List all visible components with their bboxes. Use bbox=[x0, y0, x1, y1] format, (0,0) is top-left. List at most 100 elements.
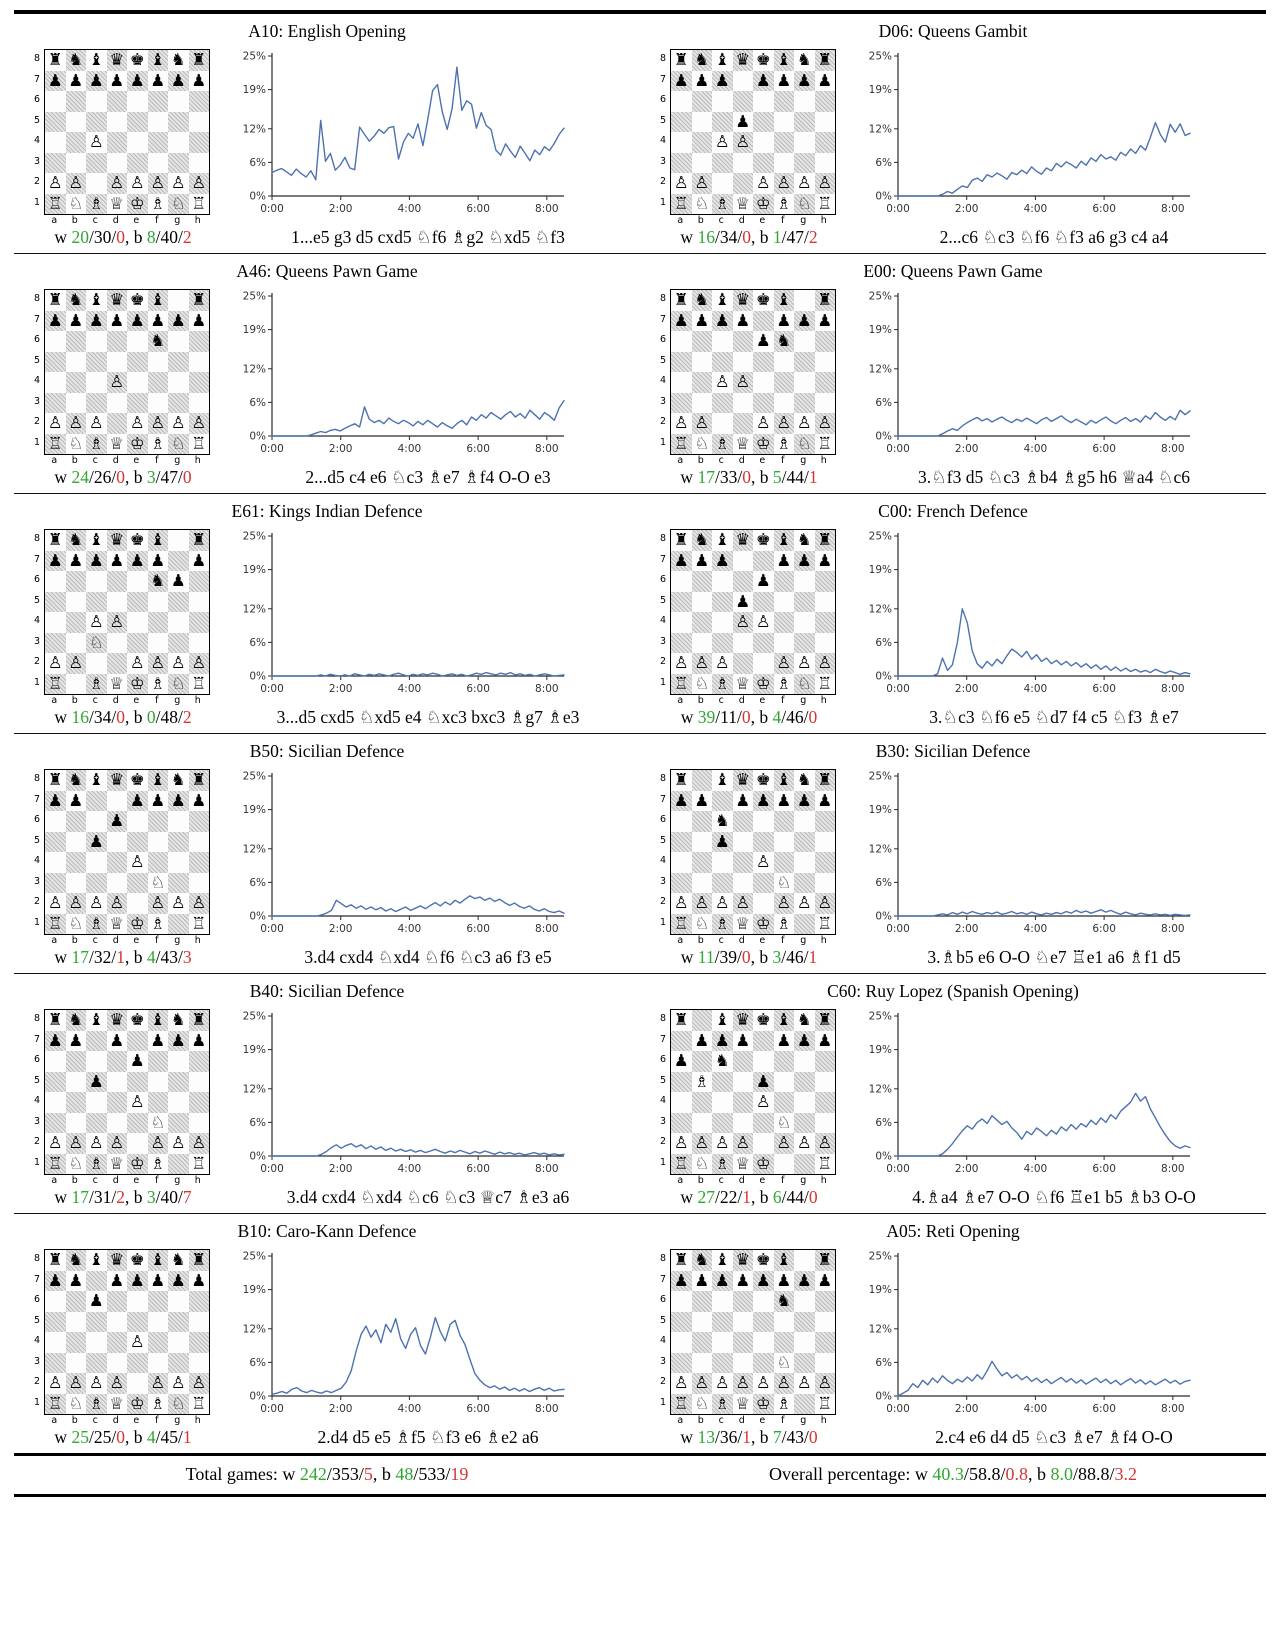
y-tick-label: 12% bbox=[869, 843, 892, 855]
chess-piece: ♝ bbox=[712, 50, 733, 71]
percentage-line bbox=[271, 671, 565, 677]
panel-captions: w 17/33/0, b 5/44/1 3.♘f3 d5 ♘c3 ♗b4 ♗g5 … bbox=[640, 467, 1266, 488]
separator: / bbox=[155, 707, 161, 727]
chess-piece: ♗ bbox=[773, 433, 794, 454]
chess-piece: ♞ bbox=[65, 50, 86, 71]
chess-piece: ♝ bbox=[86, 530, 107, 551]
opening-row: B40: Sicilian Defence 8 7 6 5 4 3 2 1 ♜ ♞ ♝ ♛ ♚ ♝ ♞ ♜ ♟ ♟ ♟… bbox=[14, 974, 1266, 1214]
rank-label: 7 bbox=[659, 793, 667, 805]
board-square bbox=[773, 1051, 794, 1072]
board-square bbox=[753, 591, 774, 612]
board-square bbox=[753, 351, 774, 372]
x-tick-label: 2:00 bbox=[329, 1163, 353, 1175]
x-tick-label: 0:00 bbox=[260, 1403, 284, 1415]
chess-piece: ♜ bbox=[671, 530, 692, 551]
black-draws: 45 bbox=[160, 1427, 178, 1447]
board-square bbox=[168, 392, 189, 413]
white-draws: 353 bbox=[331, 1464, 359, 1484]
chess-piece: ♙ bbox=[691, 1373, 712, 1394]
board-square bbox=[106, 331, 127, 352]
chess-piece: ♟ bbox=[188, 550, 209, 571]
chess-piece: ♕ bbox=[732, 1153, 753, 1174]
rank-label: 4 bbox=[659, 855, 667, 866]
chess-piece: ♝ bbox=[86, 770, 107, 791]
board-square bbox=[794, 111, 815, 132]
x-tick-label: 8:00 bbox=[535, 923, 559, 935]
board-square bbox=[691, 1311, 712, 1332]
board-square bbox=[168, 1311, 189, 1332]
white-wins: 16 bbox=[71, 707, 89, 727]
results-chart: 0% 6% 12% 19% 25% 0:00 2:00 4:00 6:00 8:00 bbox=[869, 51, 1191, 215]
white-losses: 2 bbox=[116, 1187, 125, 1207]
chess-piece: ♙ bbox=[45, 413, 66, 434]
board-square bbox=[65, 152, 86, 173]
chess-piece: ♙ bbox=[188, 1133, 209, 1154]
board-square bbox=[86, 1311, 107, 1332]
separator: / bbox=[781, 707, 787, 727]
file-label: g bbox=[174, 695, 181, 706]
chess-piece: ♟ bbox=[106, 1030, 127, 1051]
board-square bbox=[127, 591, 148, 612]
white-prefix: w bbox=[54, 1187, 72, 1207]
y-tick-label: 25% bbox=[869, 1011, 892, 1023]
board-square bbox=[127, 1311, 148, 1332]
chess-piece: ♟ bbox=[712, 831, 733, 852]
file-label: h bbox=[194, 215, 201, 226]
board-square bbox=[188, 111, 209, 132]
chess-piece: ♖ bbox=[188, 193, 209, 214]
file-label: h bbox=[194, 935, 201, 946]
chess-piece: ♚ bbox=[127, 1250, 148, 1271]
chess-piece: ♖ bbox=[188, 913, 209, 934]
board-square bbox=[127, 872, 148, 893]
board-square bbox=[794, 392, 815, 413]
board-square bbox=[45, 612, 66, 633]
chess-piece: ♛ bbox=[732, 290, 753, 311]
chess-piece: ♟ bbox=[671, 1051, 692, 1072]
board-square bbox=[106, 1352, 127, 1373]
chess-piece: ♜ bbox=[188, 530, 209, 551]
chess-piece: ♞ bbox=[691, 50, 712, 71]
chess-piece: ♜ bbox=[188, 770, 209, 791]
chess-piece: ♛ bbox=[732, 1010, 753, 1031]
rank-labels: 8 7 6 5 4 3 2 1 bbox=[30, 529, 44, 695]
board-square bbox=[732, 392, 753, 413]
board-square bbox=[773, 1153, 794, 1174]
chess-piece: ♜ bbox=[671, 770, 692, 791]
board-square bbox=[732, 632, 753, 653]
black-prefix: , b bbox=[750, 467, 773, 487]
black-losses: 0 bbox=[182, 467, 192, 487]
chess-piece: ♙ bbox=[794, 173, 815, 194]
black-draws: 88.8 bbox=[1077, 1464, 1110, 1484]
chess-piece: ♚ bbox=[127, 530, 148, 551]
file-label: f bbox=[155, 935, 159, 946]
separator: / bbox=[963, 1464, 969, 1484]
board-square bbox=[188, 392, 209, 413]
chess-piece: ♖ bbox=[45, 673, 66, 694]
separator: / bbox=[714, 227, 720, 247]
file-label: d bbox=[112, 215, 119, 226]
results-chart: 0% 6% 12% 19% 25% 0:00 2:00 4:00 6:00 8:00 bbox=[869, 531, 1191, 695]
chess-piece: ♚ bbox=[753, 530, 774, 551]
y-tick-label: 0% bbox=[875, 1391, 892, 1403]
black-losses: 0 bbox=[808, 1187, 818, 1207]
rank-label: 3 bbox=[659, 155, 667, 167]
chess-piece: ♞ bbox=[147, 571, 168, 592]
chess-piece: ♙ bbox=[691, 1133, 712, 1154]
chess-piece: ♗ bbox=[712, 193, 733, 214]
board-square bbox=[732, 1051, 753, 1072]
file-label: e bbox=[133, 1415, 140, 1426]
board-square bbox=[671, 632, 692, 653]
x-tick-label: 4:00 bbox=[1024, 1403, 1048, 1415]
board-square bbox=[168, 351, 189, 372]
separator: / bbox=[1000, 1464, 1006, 1484]
board-square bbox=[86, 1112, 107, 1133]
panel-content: 8 7 6 5 4 3 2 1 ♜ ♞ ♝ ♛ ♚ ♝ ♞ ♜ ♟ ♟ ♟ ♟ ♟ ♟ ♟ ♟ ♙ ♙ ♙ ♙ ♙ ♙ ♙ ♙ ♖ ♘ ♗ ♕ ♔ ♗ ♘ ♖… bbox=[640, 524, 1266, 706]
white-draws: 32 bbox=[93, 947, 112, 967]
board-square bbox=[106, 392, 127, 413]
black-wins: 4 bbox=[146, 1427, 156, 1447]
board-square bbox=[814, 872, 835, 893]
panel-title: D06: Queens Gambit bbox=[878, 21, 1028, 41]
board-square bbox=[671, 372, 692, 393]
black-wins: 7 bbox=[772, 1427, 782, 1447]
chess-piece: ♟ bbox=[753, 1071, 774, 1092]
